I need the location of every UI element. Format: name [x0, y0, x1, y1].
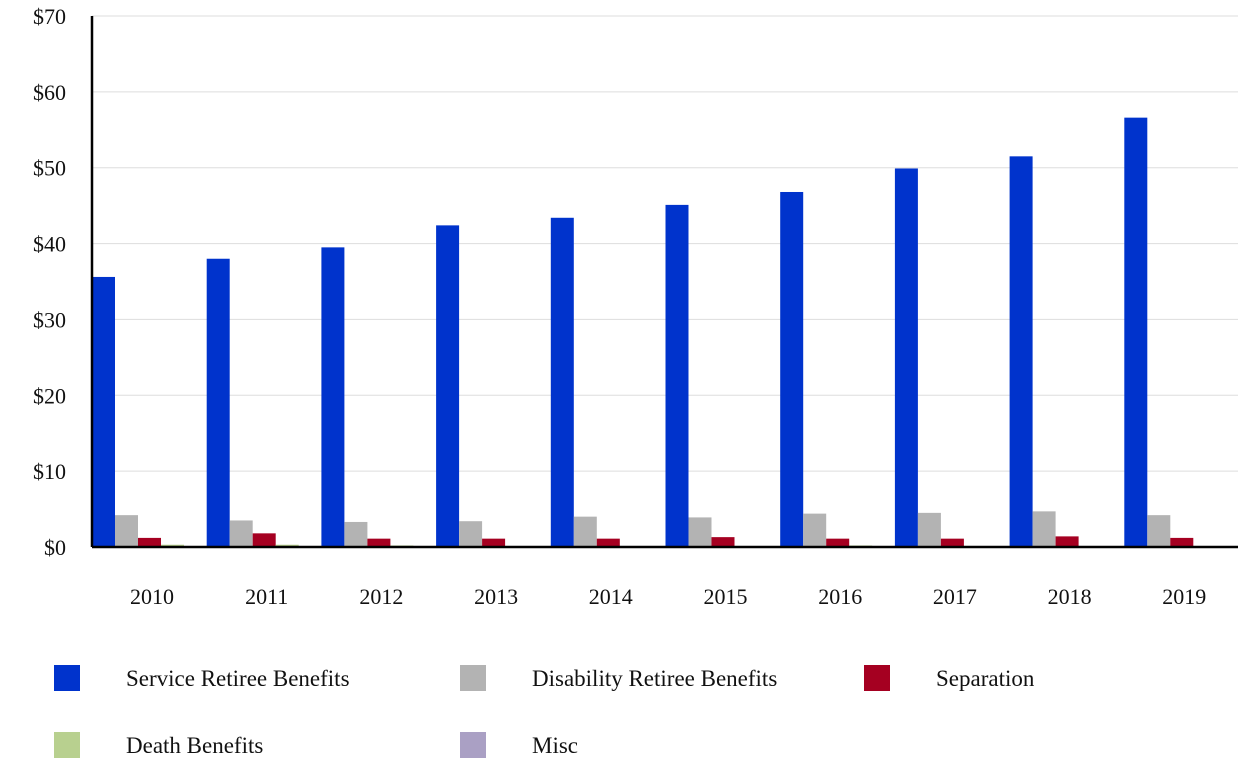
bar-separation-2016: [826, 538, 850, 547]
bar-separation-2017: [940, 538, 964, 547]
y-tick-label: $30: [33, 307, 66, 332]
bar-separation-2018: [1055, 536, 1079, 547]
bar-service-retiree-benefits-2010: [92, 276, 115, 547]
x-tick-label: 2013: [474, 584, 518, 609]
bar-service-retiree-benefits-2014: [550, 217, 574, 547]
bar-service-retiree-benefits-2015: [665, 204, 689, 548]
bar-service-retiree-benefits-2017: [894, 168, 918, 548]
y-tick-labels: $0 $10 $20 $30 $40 $50 $60 $70: [33, 4, 66, 560]
gridlines: [92, 15, 1238, 472]
bar-separation-2010: [138, 537, 161, 547]
bar-disability-retiree-benefits-2010: [115, 515, 138, 547]
legend: Service Retiree Benefits Disability Retir…: [54, 665, 1035, 758]
y-tick-label: $0: [44, 535, 66, 560]
bar-separation-2013: [482, 538, 506, 547]
legend-swatch-separation: [864, 665, 890, 691]
legend-swatch-death-benefits: [54, 732, 80, 758]
bar-disability-retiree-benefits-2018: [1032, 511, 1056, 547]
legend-label-death-benefits: Death Benefits: [126, 733, 263, 758]
bar-disability-retiree-benefits-2014: [573, 516, 597, 547]
y-tick-label: $50: [33, 156, 66, 181]
bars: [92, 117, 1217, 548]
x-tick-labels: 2010 2011 2012 2013 2014 2015 2016 2017 2018 2019: [130, 584, 1206, 609]
legend-swatch-misc: [460, 732, 486, 758]
bar-disability-retiree-benefits-2016: [803, 513, 827, 547]
axes: [90, 16, 1238, 549]
bar-disability-retiree-benefits-2013: [459, 521, 483, 547]
y-tick-label: $10: [33, 459, 66, 484]
bar-separation-2012: [367, 538, 391, 547]
bar-separation-2019: [1170, 537, 1194, 547]
bar-disability-retiree-benefits-2012: [344, 521, 368, 547]
x-tick-label: 2015: [704, 584, 748, 609]
bar-service-retiree-benefits-2019: [1124, 117, 1148, 548]
bar-service-retiree-benefits-2012: [321, 247, 345, 547]
y-tick-label: $20: [33, 383, 66, 408]
y-tick-label: $40: [33, 232, 66, 257]
x-tick-label: 2016: [818, 584, 862, 609]
x-tick-label: 2014: [589, 584, 633, 609]
x-tick-label: 2010: [130, 584, 174, 609]
x-tick-label: 2017: [933, 584, 977, 609]
x-tick-label: 2018: [1048, 584, 1092, 609]
legend-label-separation: Separation: [936, 666, 1035, 691]
x-tick-label: 2019: [1162, 584, 1206, 609]
bar-service-retiree-benefits-2018: [1009, 156, 1033, 548]
bar-separation-2011: [252, 533, 276, 547]
bar-service-retiree-benefits-2016: [780, 191, 804, 547]
y-tick-label: $60: [33, 80, 66, 105]
bar-disability-retiree-benefits-2015: [688, 517, 712, 547]
legend-swatch-disability-retiree-benefits: [460, 665, 486, 691]
bar-separation-2015: [711, 537, 735, 547]
bar-disability-retiree-benefits-2011: [229, 520, 253, 547]
legend-label-disability-retiree-benefits: Disability Retiree Benefits: [532, 666, 777, 691]
legend-label-misc: Misc: [532, 733, 578, 758]
bar-disability-retiree-benefits-2019: [1147, 515, 1171, 547]
y-tick-label: $70: [33, 4, 66, 29]
bar-service-retiree-benefits-2011: [206, 258, 230, 547]
legend-swatch-service-retiree-benefits: [54, 665, 80, 691]
bar-service-retiree-benefits-2013: [436, 225, 460, 547]
x-tick-label: 2012: [359, 584, 403, 609]
bar-disability-retiree-benefits-2017: [917, 512, 941, 547]
legend-label-service-retiree-benefits: Service Retiree Benefits: [126, 666, 350, 691]
x-tick-label: 2011: [245, 584, 288, 609]
bar-separation-2014: [596, 538, 620, 547]
